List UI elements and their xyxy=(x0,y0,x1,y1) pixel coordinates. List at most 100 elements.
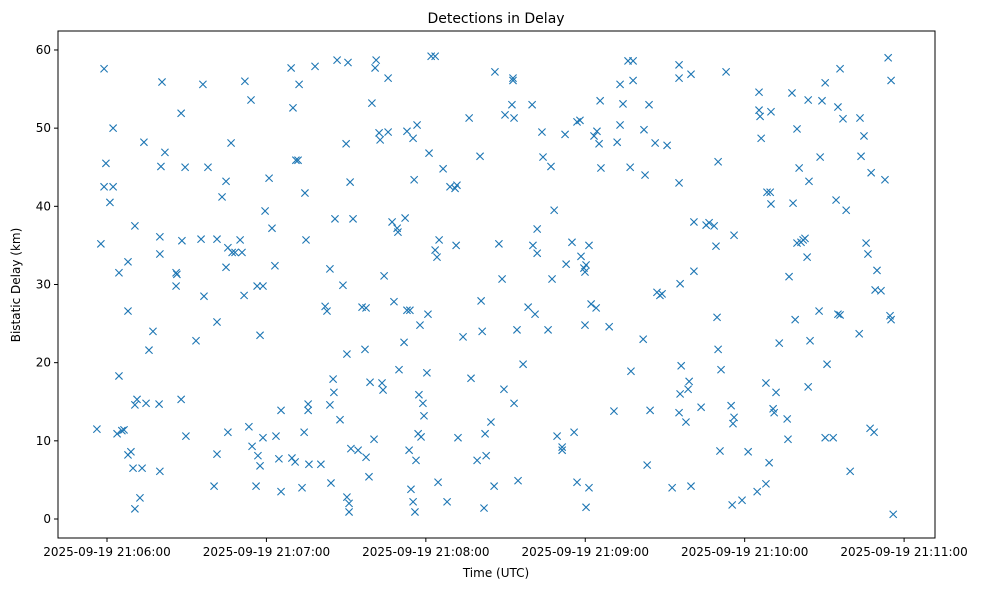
data-point xyxy=(582,503,591,512)
data-point xyxy=(342,139,351,148)
data-point xyxy=(376,135,385,144)
data-point xyxy=(240,77,249,86)
data-point xyxy=(199,292,208,301)
data-point xyxy=(757,134,766,143)
y-tick-label: 0 xyxy=(43,512,51,526)
data-point xyxy=(641,171,650,180)
data-point xyxy=(795,164,804,173)
data-point xyxy=(619,99,627,108)
data-point xyxy=(685,377,694,386)
y-tick-label: 10 xyxy=(36,434,51,448)
data-point xyxy=(836,310,845,319)
x-tick-label: 2025-09-19 21:11:00 xyxy=(840,545,967,559)
data-point xyxy=(364,472,373,481)
data-point xyxy=(431,52,440,61)
data-point xyxy=(766,107,775,116)
data-point xyxy=(713,313,722,322)
data-point xyxy=(676,279,685,288)
data-point xyxy=(755,106,764,115)
data-point xyxy=(710,221,719,230)
data-point xyxy=(675,408,684,417)
data-point xyxy=(550,206,559,215)
data-point xyxy=(510,113,519,122)
data-point xyxy=(490,482,499,491)
data-point xyxy=(109,124,118,133)
data-point xyxy=(329,388,338,397)
data-point xyxy=(755,88,764,97)
data-point xyxy=(629,56,638,65)
data-point xyxy=(829,433,838,442)
data-point xyxy=(345,499,354,508)
data-point xyxy=(410,175,419,184)
data-point xyxy=(537,128,546,137)
data-point xyxy=(105,198,114,207)
data-point xyxy=(402,306,411,315)
data-point xyxy=(646,406,655,415)
y-axis: 0 10 20 30 40 50 60 xyxy=(36,43,58,526)
data-point xyxy=(256,331,265,340)
data-point xyxy=(379,386,388,395)
data-point xyxy=(766,199,775,208)
data-point xyxy=(544,325,553,334)
data-point xyxy=(856,113,864,122)
data-point xyxy=(645,100,654,109)
y-tick-label: 30 xyxy=(36,277,51,291)
data-point xyxy=(172,282,181,291)
data-point xyxy=(705,218,714,227)
data-point xyxy=(889,510,898,519)
data-point xyxy=(412,456,420,465)
data-point xyxy=(213,318,221,327)
data-point xyxy=(803,253,812,262)
data-point xyxy=(880,175,889,184)
data-point xyxy=(833,103,842,112)
data-point xyxy=(477,296,486,305)
data-point xyxy=(729,419,737,428)
data-point xyxy=(592,303,601,312)
data-point xyxy=(446,182,455,191)
data-point xyxy=(405,306,414,315)
data-point xyxy=(793,124,802,133)
data-point xyxy=(427,52,436,61)
data-point xyxy=(416,321,424,330)
data-point xyxy=(528,100,537,109)
data-point xyxy=(687,70,695,79)
data-point xyxy=(435,235,444,244)
data-point xyxy=(787,88,796,97)
data-point xyxy=(138,464,147,473)
data-point xyxy=(452,241,461,250)
data-point xyxy=(252,482,261,491)
data-point xyxy=(744,447,753,456)
data-point xyxy=(697,403,706,412)
data-point xyxy=(156,162,165,171)
data-point xyxy=(714,345,723,354)
data-point xyxy=(344,58,352,67)
data-point xyxy=(687,482,695,491)
data-point xyxy=(362,303,371,312)
data-point xyxy=(295,80,304,89)
data-point xyxy=(689,267,698,276)
data-point xyxy=(592,127,601,136)
data-point xyxy=(577,252,585,261)
data-point xyxy=(325,264,334,273)
data-point xyxy=(821,78,830,87)
data-point xyxy=(567,238,576,247)
x-tick-label: 2025-09-19 21:07:00 xyxy=(203,545,330,559)
data-point xyxy=(804,177,813,186)
data-point xyxy=(473,456,482,465)
data-point xyxy=(677,361,686,370)
data-point xyxy=(384,128,393,137)
data-point xyxy=(887,315,896,324)
data-point xyxy=(410,507,419,516)
data-point xyxy=(101,159,110,168)
data-point xyxy=(113,429,122,438)
data-point xyxy=(346,178,355,187)
data-point xyxy=(177,395,186,404)
data-point xyxy=(815,307,824,316)
data-point xyxy=(753,487,762,496)
data-point xyxy=(867,168,876,177)
data-point xyxy=(784,435,792,444)
data-point xyxy=(639,125,648,134)
y-tick-label: 20 xyxy=(36,356,51,370)
data-point xyxy=(346,444,355,453)
